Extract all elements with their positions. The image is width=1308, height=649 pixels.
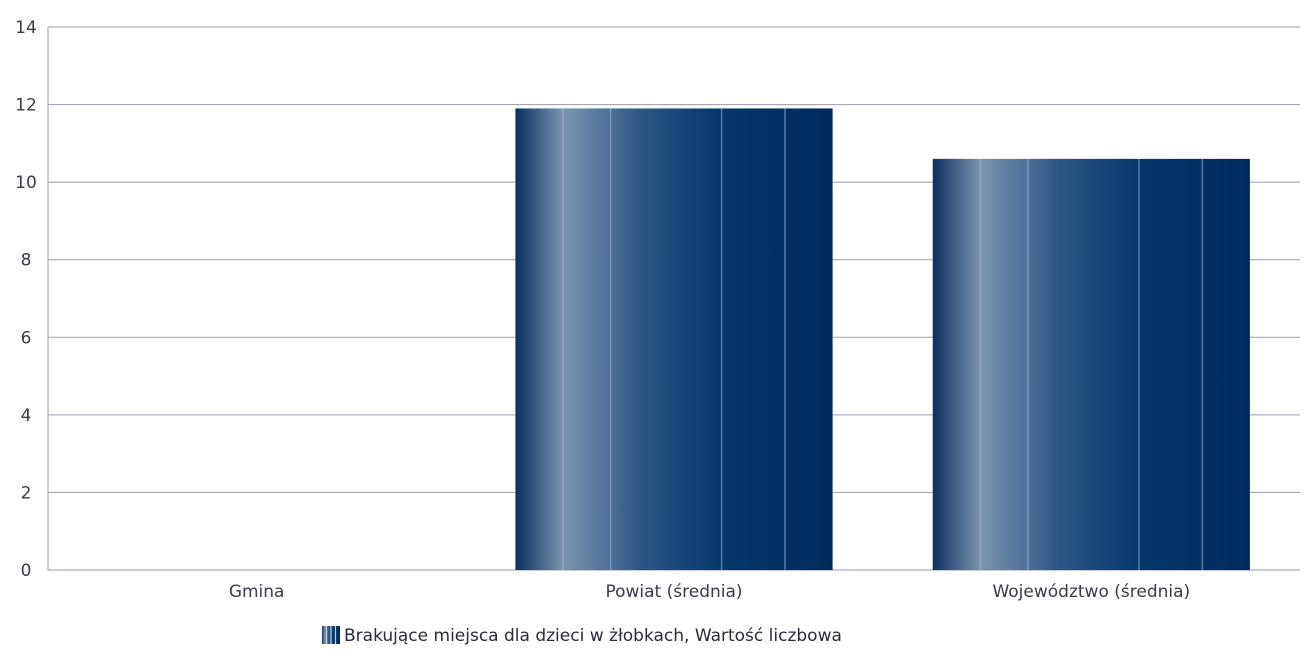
bar-group <box>932 158 1250 570</box>
bar <box>932 158 1250 570</box>
bar <box>515 108 833 570</box>
legend-swatch <box>322 626 340 644</box>
y-tick-label: 2 <box>21 483 32 503</box>
x-axis-category-labels: Gmina Powiat (średnia) Województwo (średni… <box>229 582 1190 602</box>
legend-label: Brakujące miejsca dla dzieci w żłobkach,… <box>344 626 842 646</box>
y-tick-label: 8 <box>21 251 32 271</box>
bar-group <box>515 108 833 570</box>
x-category-label: Województwo (średnia) <box>992 582 1190 602</box>
y-axis-tick-labels: 0 2 4 6 8 10 12 14 <box>15 18 37 581</box>
y-tick-label: 12 <box>15 96 37 116</box>
bars <box>515 108 1250 570</box>
x-category-label: Powiat (średnia) <box>605 582 742 602</box>
y-tick-label: 6 <box>21 328 32 348</box>
y-tick-label: 4 <box>21 406 32 426</box>
x-category-label: Gmina <box>229 582 285 602</box>
legend: Brakujące miejsca dla dzieci w żłobkach,… <box>322 626 842 646</box>
y-tick-label: 10 <box>15 173 37 193</box>
y-tick-label: 14 <box>15 18 37 38</box>
y-tick-label: 0 <box>21 561 32 581</box>
